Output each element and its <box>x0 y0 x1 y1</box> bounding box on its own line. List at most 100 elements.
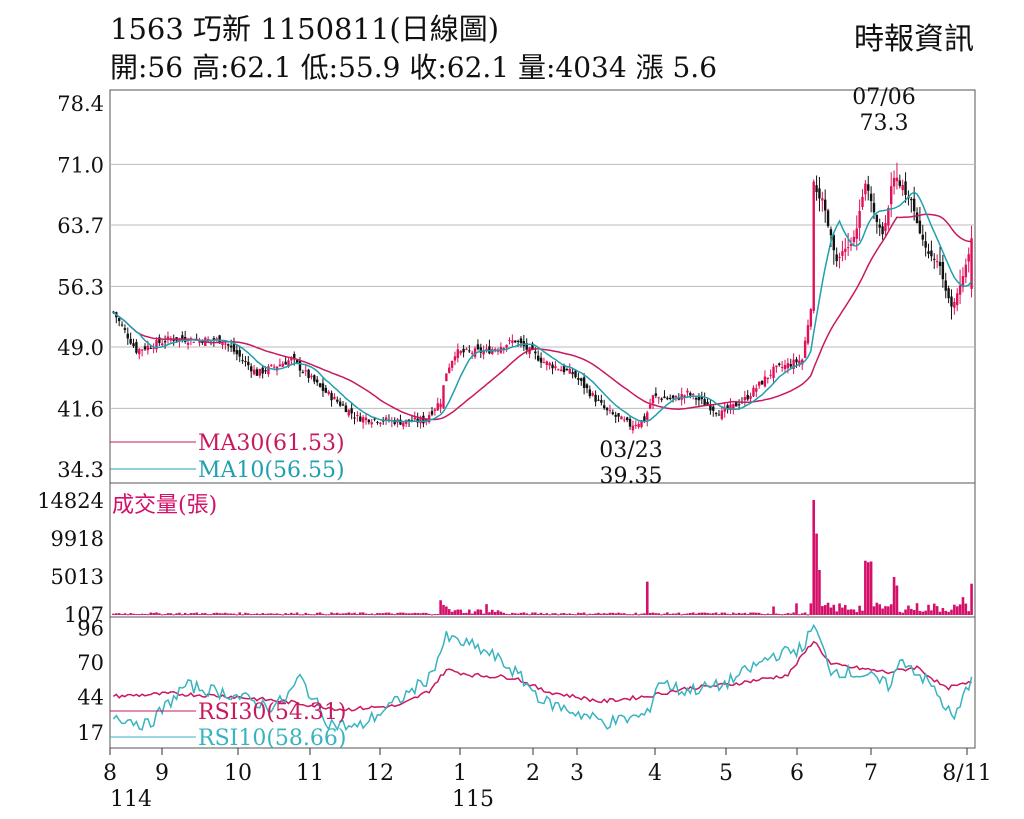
candle <box>921 224 924 246</box>
rsi-tick-label: 96 <box>77 616 104 640</box>
candle-body <box>373 418 376 420</box>
candle-body <box>539 357 543 363</box>
volume-bar <box>313 614 316 616</box>
candle-body <box>938 261 942 267</box>
candle <box>686 388 689 398</box>
candle <box>832 232 836 265</box>
candle-body <box>881 226 884 235</box>
volume-bar <box>930 610 933 615</box>
candle <box>439 398 442 414</box>
volume-bar <box>961 597 965 615</box>
candle <box>227 343 230 352</box>
volume-bar <box>379 613 382 615</box>
candle-body <box>631 425 635 431</box>
candle <box>723 403 726 418</box>
candle-body <box>935 261 939 263</box>
volume-bar <box>898 611 902 615</box>
candle-body <box>901 184 904 191</box>
volume-bar <box>775 613 778 615</box>
candle <box>166 331 170 344</box>
candle <box>605 407 609 416</box>
candle-body <box>258 368 262 376</box>
volume-bar <box>720 612 724 615</box>
volume-bar <box>875 602 879 615</box>
volume-tick-label: 9918 <box>51 527 104 551</box>
volume-bar <box>330 612 333 615</box>
volume-bar <box>858 605 861 615</box>
candle-body <box>735 401 738 407</box>
volume-bar <box>129 613 132 615</box>
volume-bar <box>206 614 210 616</box>
candle-body <box>255 369 259 376</box>
volume-bar <box>907 605 910 615</box>
volume-bar <box>711 613 715 615</box>
volume-bar <box>884 606 887 615</box>
candle-body <box>356 414 359 416</box>
candle-body <box>227 344 230 346</box>
candle <box>620 415 623 420</box>
candle <box>545 360 549 371</box>
x-tick-label: 4 <box>648 761 662 786</box>
volume-bar <box>499 611 503 615</box>
volume-bar <box>654 613 658 615</box>
volume-bar <box>918 611 922 615</box>
candle <box>499 342 503 354</box>
volume-bar <box>112 613 115 615</box>
volume-bar <box>588 613 592 615</box>
candles <box>112 162 973 434</box>
rsi-legend: RSI30(54.31)RSI10(58.66) <box>110 700 346 751</box>
volume-bar <box>892 576 896 615</box>
candle <box>281 361 284 367</box>
volume-bar <box>258 614 262 616</box>
candle <box>565 367 569 372</box>
volume-bar <box>743 612 747 615</box>
candle-body <box>508 339 511 342</box>
candle-body <box>717 414 721 416</box>
candle-body <box>585 384 589 389</box>
candle-body <box>123 328 127 330</box>
volume-bar <box>829 607 833 615</box>
candle-body <box>422 415 425 424</box>
volume-bar <box>402 612 405 615</box>
candle <box>261 366 264 379</box>
volume-bar <box>224 612 227 615</box>
volume-title: 成交量(張) <box>112 493 217 518</box>
candle-body <box>666 397 669 400</box>
volume-bar <box>468 609 471 615</box>
candle <box>884 215 887 237</box>
volume-bar <box>186 614 190 616</box>
volume-bar <box>439 600 442 615</box>
candle <box>588 385 592 399</box>
candle-body <box>918 220 922 234</box>
volume-bar <box>493 611 497 615</box>
candle <box>244 356 247 367</box>
candle-body <box>821 198 824 201</box>
candle <box>361 415 365 429</box>
candle <box>359 412 362 422</box>
volume-bar <box>338 613 342 615</box>
x-tick-label: 12 <box>366 761 394 786</box>
candle <box>485 344 488 353</box>
candle <box>347 409 350 418</box>
volume-bar <box>878 604 882 615</box>
volume-bar <box>843 604 847 615</box>
candle-body <box>835 254 838 262</box>
volume-bar <box>539 612 543 615</box>
candle <box>778 362 781 367</box>
x-tick-label: 3 <box>570 761 584 786</box>
candle-body <box>912 198 916 212</box>
candle-body <box>436 403 439 411</box>
volume-bar <box>746 614 750 616</box>
candle-body <box>720 410 724 420</box>
volume-bar <box>132 613 135 615</box>
volume-bar <box>175 613 178 615</box>
volume-bar <box>301 614 305 616</box>
candle <box>462 344 465 358</box>
candle-body <box>657 397 660 399</box>
candle <box>835 247 838 267</box>
candle-body <box>729 404 732 411</box>
candle-body <box>270 364 273 366</box>
candle-body <box>531 343 534 350</box>
volume-bar <box>732 612 735 615</box>
candle-body <box>146 345 150 351</box>
